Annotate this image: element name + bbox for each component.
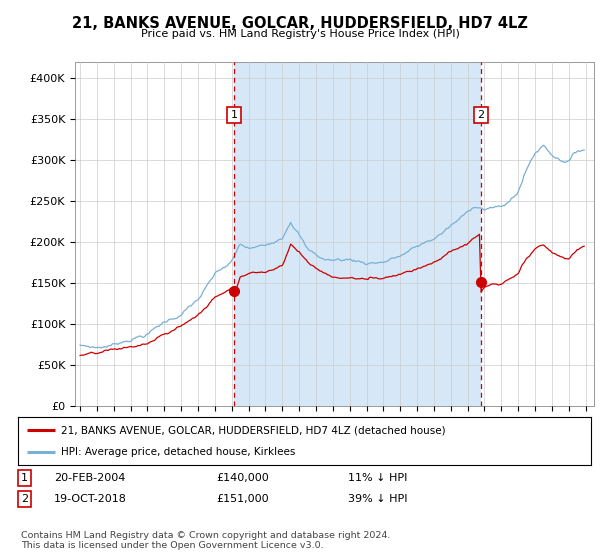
Text: 39% ↓ HPI: 39% ↓ HPI [348, 494, 407, 504]
Text: HPI: Average price, detached house, Kirklees: HPI: Average price, detached house, Kirk… [61, 447, 295, 457]
Text: 20-FEB-2004: 20-FEB-2004 [54, 473, 125, 483]
Bar [234, 62, 481, 406]
Text: 2: 2 [21, 494, 28, 504]
Text: Contains HM Land Registry data © Crown copyright and database right 2024.
This d: Contains HM Land Registry data © Crown c… [21, 531, 391, 550]
Text: 21, BANKS AVENUE, GOLCAR, HUDDERSFIELD, HD7 4LZ (detached house): 21, BANKS AVENUE, GOLCAR, HUDDERSFIELD, … [61, 425, 446, 435]
Text: 19-OCT-2018: 19-OCT-2018 [54, 494, 127, 504]
Text: £140,000: £140,000 [216, 473, 269, 483]
Text: 2: 2 [478, 110, 485, 120]
Text: £151,000: £151,000 [216, 494, 269, 504]
Text: 21, BANKS AVENUE, GOLCAR, HUDDERSFIELD, HD7 4LZ: 21, BANKS AVENUE, GOLCAR, HUDDERSFIELD, … [72, 16, 528, 31]
Text: 1: 1 [230, 110, 238, 120]
Text: Price paid vs. HM Land Registry's House Price Index (HPI): Price paid vs. HM Land Registry's House … [140, 29, 460, 39]
Text: 1: 1 [21, 473, 28, 483]
Text: 11% ↓ HPI: 11% ↓ HPI [348, 473, 407, 483]
